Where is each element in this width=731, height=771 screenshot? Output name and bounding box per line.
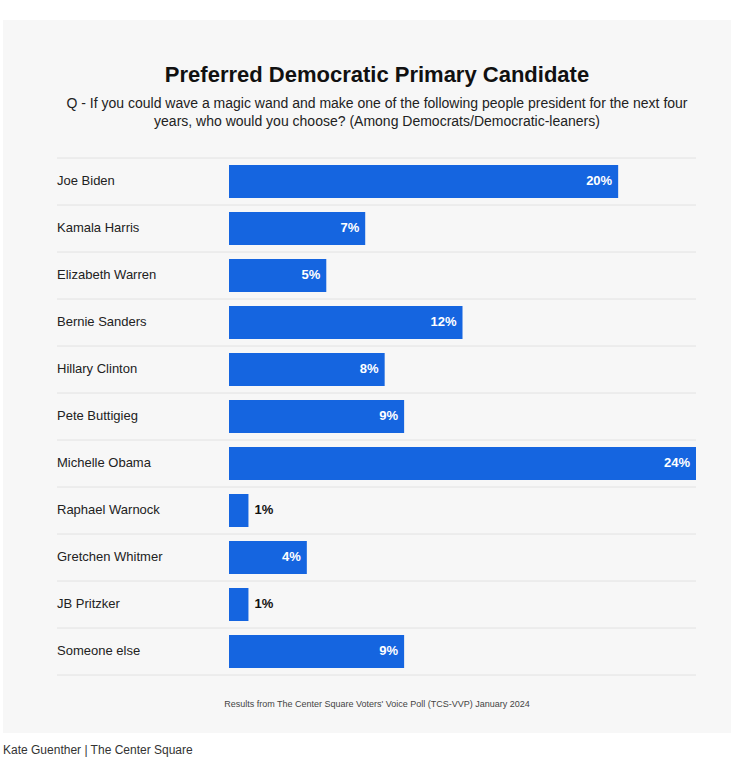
svg-text:Elizabeth Warren: Elizabeth Warren [57, 267, 156, 282]
svg-text:24%: 24% [664, 455, 690, 470]
svg-text:Bernie Sanders: Bernie Sanders [57, 314, 147, 329]
svg-text:9%: 9% [379, 643, 398, 658]
svg-text:Gretchen Whitmer: Gretchen Whitmer [57, 549, 163, 564]
svg-text:Raphael Warnock: Raphael Warnock [57, 502, 160, 517]
svg-text:Pete Buttigieg: Pete Buttigieg [57, 408, 138, 423]
svg-text:8%: 8% [360, 361, 379, 376]
svg-text:5%: 5% [301, 267, 320, 282]
svg-text:4%: 4% [282, 549, 301, 564]
html-text:Kate Guenther | The Center Squ: Kate Guenther | The Center Square [3, 743, 193, 757]
svg-text:9%: 9% [379, 408, 398, 423]
html-text:Preferred Democratic Primary C: Preferred Democratic Primary Candidate [164, 62, 590, 87]
svg-text:20%: 20% [586, 173, 612, 188]
svg-text:Joe Biden: Joe Biden [57, 173, 115, 188]
html-text:Results from The Center Square: Results from The Center Square Voters' V… [224, 699, 530, 709]
svg-text:Someone else: Someone else [57, 643, 140, 658]
svg-text:Kamala Harris: Kamala Harris [57, 220, 140, 235]
html-text:Q - If you could wave a magic: Q - If you could wave a magic wand and m… [66, 95, 688, 129]
svg-text:Michelle Obama: Michelle Obama [57, 455, 152, 470]
svg-text:1%: 1% [254, 596, 273, 611]
svg-text:1%: 1% [254, 502, 273, 517]
svg-text:Hillary Clinton: Hillary Clinton [57, 361, 137, 376]
svg-text:JB Pritzker: JB Pritzker [57, 596, 121, 611]
svg-text:12%: 12% [430, 314, 456, 329]
svg-text:7%: 7% [340, 220, 359, 235]
